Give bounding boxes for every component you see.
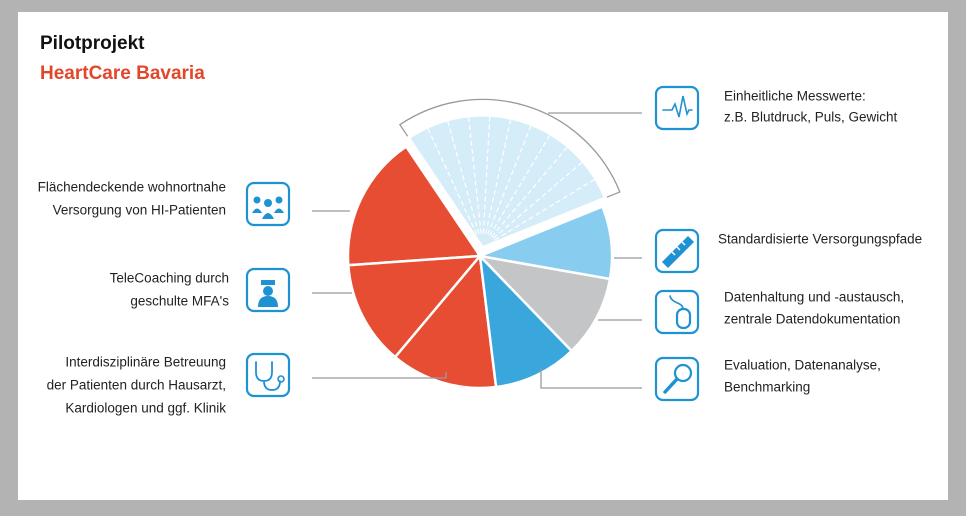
segment-divider <box>482 115 491 234</box>
segment-divider <box>467 116 482 234</box>
pie-segment <box>346 254 483 359</box>
connectors <box>312 112 642 389</box>
left-label: der Patienten durch Hausarzt, <box>47 378 226 393</box>
connector <box>540 368 642 389</box>
pie-segment <box>478 252 574 389</box>
segment-divider <box>491 146 569 238</box>
segment-divider <box>426 127 478 235</box>
left-label: Interdisziplinäre Betreuung <box>65 355 226 370</box>
segment-divider <box>485 118 512 234</box>
subtitle: HeartCare Bavaria <box>40 63 205 84</box>
pie-segment <box>476 254 612 353</box>
icon-nurse <box>245 267 291 313</box>
segment-divider <box>487 124 532 235</box>
pie-segment <box>407 114 607 249</box>
pie-segment <box>393 252 498 390</box>
segment-divider <box>492 161 584 239</box>
right-label: Einheitliche Messwerte: <box>724 89 866 104</box>
icon-ruler <box>654 228 700 274</box>
left-label: TeleCoaching durch <box>110 271 229 286</box>
right-label: Evaluation, Datenanalyse, <box>724 358 881 373</box>
right-label: Datenhaltung und -austausch, <box>724 290 904 305</box>
left-label: geschulte MFA's <box>130 294 229 309</box>
pie-segment <box>346 144 483 267</box>
left-label: Kardiologen und ggf. Klinik <box>65 401 226 416</box>
connector <box>312 372 447 379</box>
pie-graphic <box>346 98 621 390</box>
left-label: Flächendeckende wohnortnahe <box>38 180 226 195</box>
right-label: Benchmarking <box>724 380 810 395</box>
pie-segment <box>475 204 614 281</box>
segment-divider <box>494 178 596 241</box>
icon-magnifier <box>654 356 700 402</box>
icon-heartbeat <box>654 85 700 131</box>
segment-divider <box>489 133 551 236</box>
right-label: Standardisierte Versorgungspfade <box>718 232 922 247</box>
left-label: Versorgung von HI-Patienten <box>53 203 226 218</box>
icon-people <box>245 181 291 227</box>
icon-mouse <box>654 289 700 335</box>
icon-stethoscope <box>245 352 291 398</box>
bracket-arc <box>398 98 621 198</box>
right-label: z.B. Blutdruck, Puls, Gewicht <box>724 110 898 125</box>
segment-divider <box>446 120 480 235</box>
right-label: zentrale Datendokumentation <box>724 312 900 327</box>
title: Pilotprojekt <box>40 33 145 54</box>
